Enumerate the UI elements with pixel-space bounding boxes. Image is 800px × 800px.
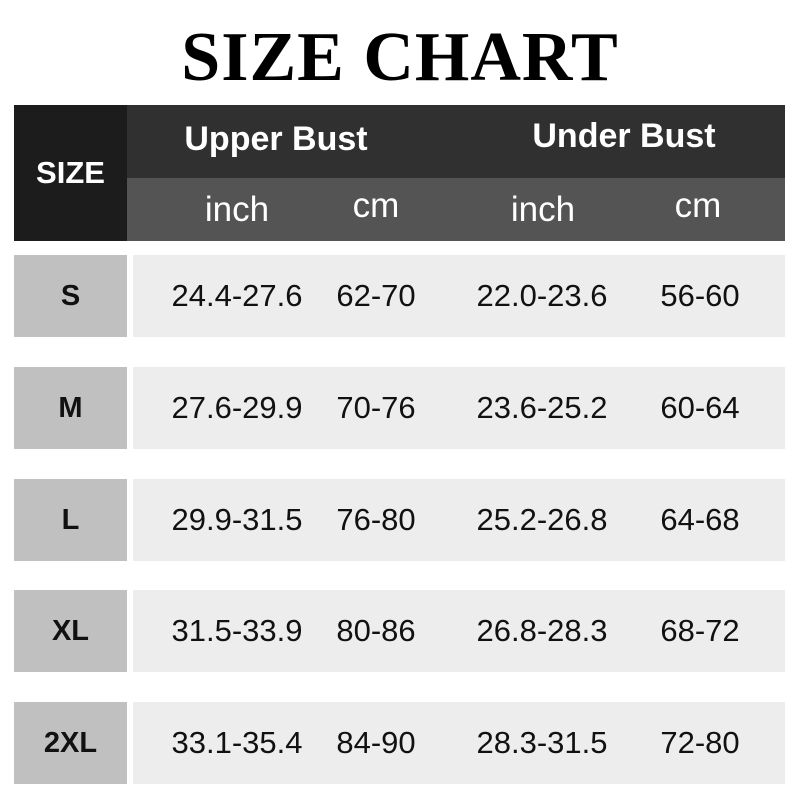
page-title: SIZE CHART — [181, 19, 619, 96]
value-cell: 84-90 — [336, 725, 416, 760]
value-cell: 33.1-35.4 — [171, 725, 303, 760]
unit-header-row: inch cm inch cm — [127, 178, 785, 241]
unit-header: inch — [510, 190, 576, 229]
table-row: 29.9-31.5 76-80 25.2-26.8 64-68 — [133, 479, 785, 561]
table-row: 24.4-27.6 62-70 22.0-23.6 56-60 — [133, 255, 785, 337]
value-cell: 29.9-31.5 — [171, 502, 303, 537]
value-cell: 76-80 — [336, 502, 416, 537]
value-cell: 25.2-26.8 — [476, 502, 608, 537]
value-cell: 24.4-27.6 — [171, 278, 303, 313]
table-row: 31.5-33.9 80-86 26.8-28.3 68-72 — [133, 590, 785, 672]
size-cell: 2XL — [14, 702, 127, 784]
value-cell: 80-86 — [336, 613, 416, 648]
value-cell: 64-68 — [660, 502, 740, 537]
value-cell: 72-80 — [660, 725, 740, 760]
value-cell: 68-72 — [660, 613, 740, 648]
unit-header: cm — [674, 186, 722, 225]
value-cell: 22.0-23.6 — [476, 278, 608, 313]
under-bust-header: Under Bust — [532, 117, 716, 155]
value-cell: 27.6-29.9 — [171, 390, 303, 425]
table-row: 33.1-35.4 84-90 28.3-31.5 72-80 — [133, 702, 785, 784]
value-cell: 60-64 — [660, 390, 740, 425]
size-header: SIZE — [14, 105, 127, 241]
size-cell: S — [14, 255, 127, 337]
value-cell: 62-70 — [336, 278, 416, 313]
upper-bust-header: Upper Bust — [184, 120, 368, 158]
unit-header: cm — [352, 186, 400, 225]
unit-header: inch — [204, 190, 270, 229]
group-header-row: Upper Bust Under Bust — [127, 105, 785, 178]
value-cell: 31.5-33.9 — [171, 613, 303, 648]
size-cell: L — [14, 479, 127, 561]
value-cell: 23.6-25.2 — [476, 390, 608, 425]
value-cell: 70-76 — [336, 390, 416, 425]
table-row: 27.6-29.9 70-76 23.6-25.2 60-64 — [133, 367, 785, 449]
size-cell: M — [14, 367, 127, 449]
size-cell: XL — [14, 590, 127, 672]
value-cell: 26.8-28.3 — [476, 613, 608, 648]
value-cell: 56-60 — [660, 278, 740, 313]
value-cell: 28.3-31.5 — [476, 725, 608, 760]
